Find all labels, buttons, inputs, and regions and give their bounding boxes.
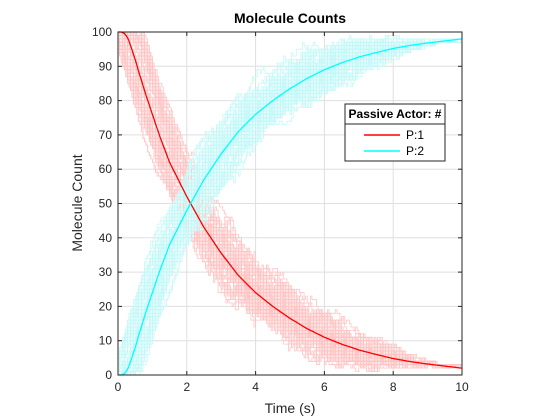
mean-line-1 bbox=[118, 31, 463, 369]
x-tick-label: 6 bbox=[321, 380, 328, 394]
y-tick-label: 100 bbox=[92, 25, 112, 39]
x-axis-label: Time (s) bbox=[265, 400, 316, 416]
legend: Passive Actor: # P:1 P:2 bbox=[344, 103, 446, 162]
y-tick-label: 80 bbox=[99, 94, 113, 108]
x-tick-label: 8 bbox=[390, 380, 397, 394]
y-tick-label: 20 bbox=[99, 299, 113, 313]
legend-label-p1: P:1 bbox=[406, 128, 424, 142]
y-tick-label: 40 bbox=[99, 231, 113, 245]
x-tick-label: 2 bbox=[183, 380, 190, 394]
legend-label-p2: P:2 bbox=[406, 144, 424, 158]
trajectory-1 bbox=[118, 31, 462, 372]
x-tick-label: 0 bbox=[115, 380, 122, 394]
x-tick-label: 4 bbox=[252, 380, 259, 394]
trajectory-1 bbox=[118, 31, 463, 369]
y-tick-label: 70 bbox=[99, 128, 113, 142]
trajectory-1 bbox=[118, 41, 462, 369]
y-tick-label: 10 bbox=[99, 334, 113, 348]
trajectory-1 bbox=[118, 31, 462, 369]
x-tick-label: 10 bbox=[455, 380, 469, 394]
trajectory-1 bbox=[118, 45, 462, 369]
y-tick-label: 50 bbox=[99, 197, 113, 211]
y-axis-label: Molecule Count bbox=[69, 154, 85, 251]
series-lines bbox=[118, 31, 463, 376]
mean-line-2 bbox=[118, 38, 463, 376]
chart-title: Molecule Counts bbox=[234, 10, 346, 26]
y-tick-label: 60 bbox=[99, 162, 113, 176]
y-tick-label: 30 bbox=[99, 265, 113, 279]
trajectory-2 bbox=[118, 38, 462, 376]
y-tick-label: 0 bbox=[105, 368, 112, 382]
trajectory-2 bbox=[118, 38, 462, 359]
legend-title: Passive Actor: # bbox=[349, 107, 442, 121]
y-tick-label: 90 bbox=[99, 59, 113, 73]
